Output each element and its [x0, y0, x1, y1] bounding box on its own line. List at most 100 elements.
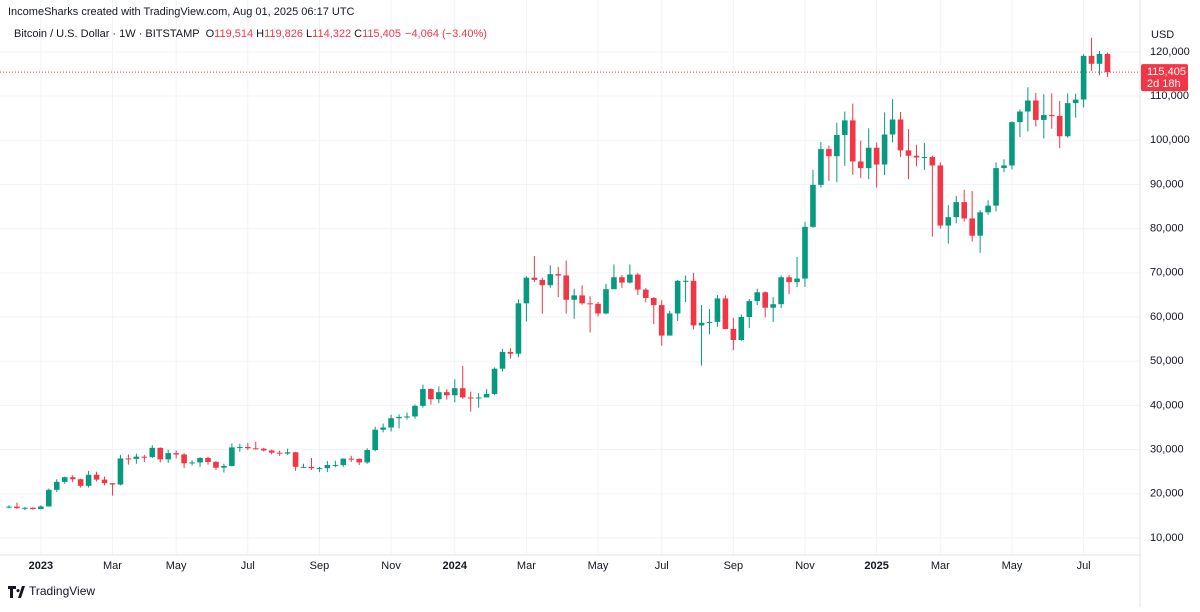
candle-body: [396, 416, 402, 419]
candle-body: [539, 279, 546, 286]
candle-body: [213, 461, 219, 468]
candles: [6, 37, 1111, 511]
candle-body: [563, 275, 569, 300]
attribution: IncomeSharks created with TradingView.co…: [8, 6, 355, 18]
candle-body: [682, 280, 689, 282]
candle-body: [826, 149, 832, 157]
x-tick-label: May: [166, 560, 187, 572]
candle-body: [1056, 115, 1063, 137]
candle-body: [627, 274, 633, 283]
candle-body: [897, 119, 904, 151]
candle-body: [873, 147, 880, 165]
candle-body: [428, 389, 434, 400]
x-tick-label: Nov: [795, 560, 815, 572]
candle-body: [802, 226, 808, 279]
candle-body: [754, 292, 761, 302]
candle-body: [722, 298, 729, 329]
candle-body: [451, 388, 458, 396]
candle-body: [6, 506, 12, 508]
legend-value: 119,514: [214, 28, 253, 40]
candle-body: [1064, 103, 1071, 137]
x-tick-label: Mar: [517, 560, 536, 572]
candle-body: [364, 450, 370, 463]
candle-body: [412, 405, 418, 417]
candle-body: [61, 477, 68, 482]
candle-body: [945, 217, 952, 226]
x-tick-label: Mar: [103, 560, 122, 572]
candle-body: [181, 454, 187, 464]
x-tick-label: 2025: [864, 560, 888, 572]
candle-body: [404, 416, 410, 418]
candle-body: [714, 298, 721, 322]
candle-body: [857, 161, 864, 169]
candle-body: [38, 506, 44, 510]
candle-body: [436, 392, 442, 400]
candle-body: [141, 456, 148, 458]
candle-body: [499, 351, 506, 369]
candle-body: [276, 452, 283, 454]
candle-body: [818, 149, 824, 185]
candle-body: [555, 274, 562, 276]
candle-body: [643, 289, 649, 299]
candle-body: [157, 447, 164, 460]
candle-body: [834, 134, 840, 157]
candle-body: [913, 155, 920, 158]
candle-body: [762, 292, 768, 308]
y-tick-label: 80,000: [1150, 223, 1184, 235]
candle-body: [205, 457, 211, 462]
currency: USD: [1151, 29, 1174, 41]
y-tick-label: 50,000: [1150, 355, 1184, 367]
candle-body: [1041, 115, 1047, 120]
x-tick-label: Sep: [724, 560, 744, 572]
candle-body: [53, 481, 60, 490]
brand-logo: [8, 586, 25, 598]
candle-body: [730, 328, 737, 341]
candle-body: [961, 202, 967, 219]
x-tick-label: 2024: [443, 560, 468, 572]
candle-body: [698, 322, 705, 326]
candle-body: [356, 458, 363, 463]
legend-value: 115,405: [362, 28, 401, 40]
brand: TradingView: [8, 584, 95, 598]
candle-body: [380, 427, 386, 430]
x-tick-label: Sep: [310, 560, 330, 572]
x-tick-label: May: [1002, 560, 1023, 572]
legend-key: H: [256, 28, 264, 40]
x-tick-label: 2023: [29, 560, 53, 572]
y-tick-label: 110,000: [1150, 90, 1189, 102]
legend-key: O: [206, 28, 215, 40]
candle-body: [770, 304, 776, 308]
candle-body: [889, 119, 896, 135]
symbol-name: Bitcoin / U.S. Dollar · 1W · BITSTAMP: [14, 28, 200, 40]
candle-body: [292, 452, 299, 467]
candle-body: [30, 507, 36, 510]
candle-body: [1017, 111, 1023, 123]
candle-body: [746, 301, 753, 318]
candle-body: [173, 453, 179, 455]
legend-key: L: [306, 28, 312, 40]
candle-body: [579, 295, 585, 304]
candle-body: [993, 168, 999, 206]
x-tick-label: Jul: [241, 560, 255, 572]
candle-body: [340, 458, 347, 466]
x-tick-label: Nov: [381, 560, 401, 572]
change: −4,064 (−3.40%): [405, 28, 487, 40]
candle-body: [475, 397, 482, 399]
candle-body: [1025, 100, 1031, 112]
y-tick-label: 70,000: [1150, 267, 1184, 279]
candle-body: [491, 368, 498, 394]
candle-body: [658, 305, 665, 336]
candle-body: [101, 479, 108, 484]
candle-body: [125, 458, 132, 460]
candle-body: [22, 507, 28, 509]
candle-body: [794, 278, 800, 283]
candle-body: [953, 202, 960, 218]
candle-body: [348, 458, 355, 460]
candle-body: [865, 147, 872, 169]
candle-body: [332, 465, 339, 467]
candle-body: [237, 446, 243, 448]
candle-body: [372, 429, 378, 451]
